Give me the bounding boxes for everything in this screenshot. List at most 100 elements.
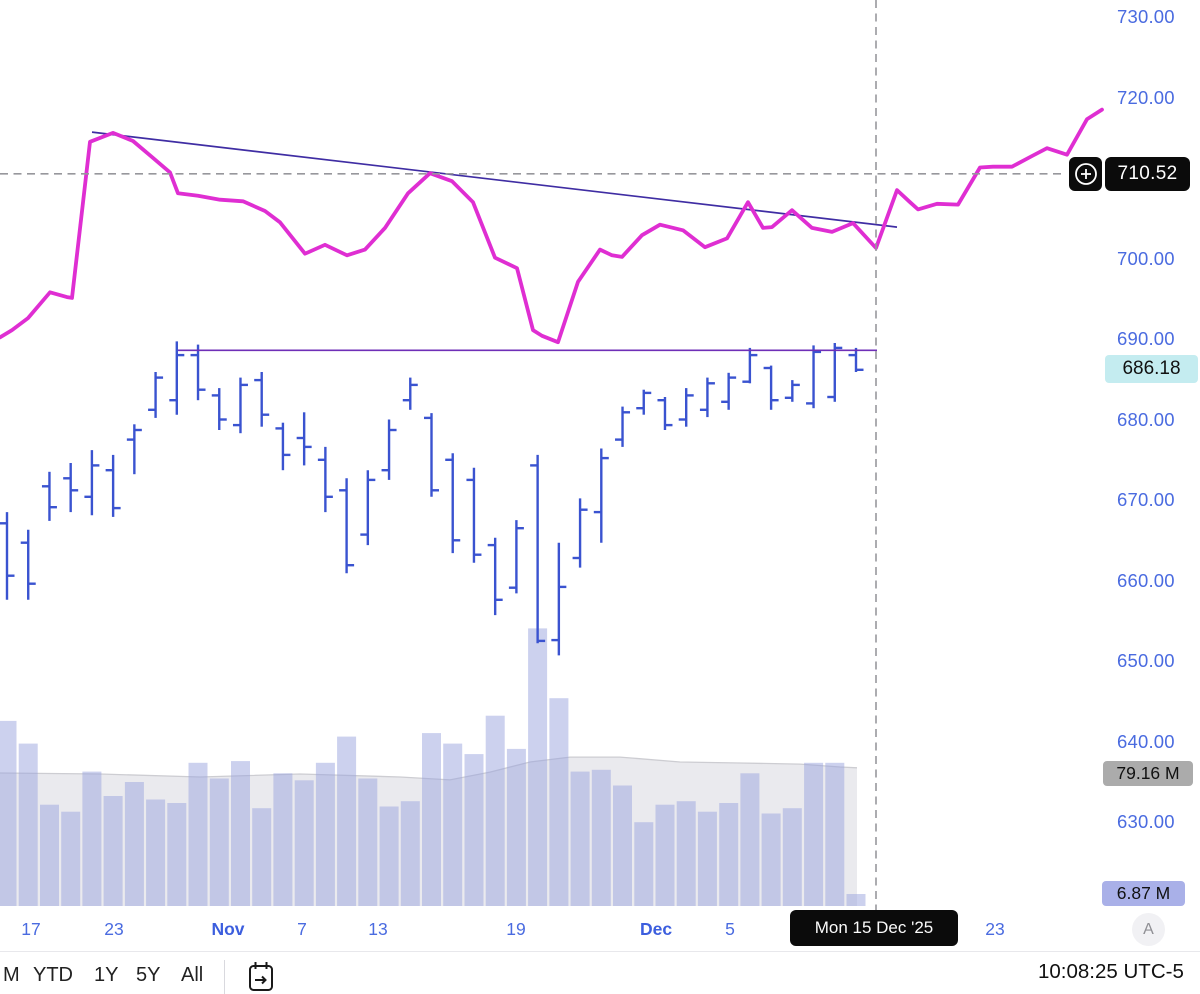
ohlc-bar[interactable] [508, 520, 524, 594]
ohlc-bar[interactable] [445, 453, 461, 554]
crosshair-date-tooltip: Mon 15 Dec '25 [790, 910, 958, 946]
ohlc-bar[interactable] [572, 498, 588, 568]
ohlc-bar[interactable] [0, 512, 15, 600]
crosshair-price-label: 710.52 [1069, 157, 1190, 191]
ohlc-bar[interactable] [615, 406, 631, 447]
volume-bar[interactable] [506, 748, 526, 906]
crosshair-plus-icon[interactable] [1069, 157, 1102, 191]
volume-bar[interactable] [676, 801, 696, 906]
ohlc-bar[interactable] [126, 424, 142, 475]
ohlc-bar[interactable] [530, 454, 546, 644]
volume-bar[interactable] [761, 813, 781, 907]
volume-bar[interactable] [294, 780, 314, 906]
auto-scale-badge[interactable]: A [1132, 913, 1165, 946]
chart-canvas[interactable] [0, 0, 1200, 952]
range-button-m[interactable]: M [3, 964, 20, 986]
volume-bar[interactable] [697, 811, 717, 906]
ohlc-bar[interactable] [317, 446, 333, 513]
volume-bar[interactable] [719, 803, 739, 906]
volume-bar[interactable] [782, 808, 802, 906]
price-axis-label: 660.00 [1117, 569, 1175, 591]
volume-bar[interactable] [528, 628, 548, 906]
volume-bar[interactable] [400, 801, 420, 906]
ohlc-bar[interactable] [105, 454, 121, 517]
ohlc-bar[interactable] [84, 450, 100, 516]
range-button-5y[interactable]: 5Y [136, 964, 161, 986]
volume-bar[interactable] [40, 804, 59, 906]
ohlc-bar[interactable] [148, 372, 164, 418]
ohlc-bar[interactable] [402, 377, 418, 410]
ohlc-bar[interactable] [593, 448, 609, 543]
line-series[interactable] [0, 107, 1104, 345]
date-axis-label: 13 [368, 919, 388, 939]
volume-bar[interactable] [146, 799, 166, 907]
ohlc-bar[interactable] [20, 529, 36, 600]
volume-bar[interactable] [315, 762, 335, 906]
ohlc-bar[interactable] [827, 343, 843, 402]
ohlc-bar[interactable] [657, 397, 673, 430]
volume-bar[interactable] [825, 762, 845, 906]
volume-bar[interactable] [591, 769, 611, 906]
ohlc-bar[interactable] [721, 372, 737, 410]
ohlc-bar[interactable] [339, 478, 355, 574]
volume-bar[interactable] [188, 762, 208, 906]
volume-bar[interactable] [61, 811, 81, 906]
ohlc-bar[interactable] [169, 341, 185, 415]
ohlc-bar[interactable] [699, 377, 715, 418]
volume-bar[interactable] [379, 806, 399, 907]
range-button-1y[interactable]: 1Y [94, 964, 119, 986]
ohlc-bar[interactable] [678, 388, 694, 427]
volume-bar[interactable] [209, 778, 229, 907]
volume-bar[interactable] [485, 715, 505, 906]
volume-bar[interactable] [103, 796, 123, 906]
ohlc-bar[interactable] [296, 412, 312, 466]
trendline-1[interactable] [91, 131, 898, 228]
volume-bar[interactable] [443, 743, 463, 906]
volume-bar[interactable] [613, 785, 632, 907]
volume-bar[interactable] [804, 762, 824, 906]
ohlc-bar[interactable] [848, 347, 864, 372]
volume-bar[interactable] [0, 720, 17, 906]
ohlc-bar[interactable] [784, 380, 800, 402]
ohlc-bar[interactable] [232, 377, 248, 434]
volume-bar[interactable] [634, 822, 654, 906]
ohlc-bar[interactable] [360, 470, 376, 546]
ohlc-bar[interactable] [275, 422, 291, 471]
volume-bar[interactable] [273, 773, 293, 906]
volume-bar[interactable] [655, 804, 675, 906]
ohlc-bar[interactable] [636, 389, 652, 415]
ohlc-bar[interactable] [254, 372, 270, 427]
date-range-icon[interactable] [246, 959, 276, 991]
volume-bar[interactable] [570, 771, 590, 906]
ohlc-bar[interactable] [381, 419, 397, 480]
ohlc-bar[interactable] [551, 542, 567, 656]
ohlc-bar[interactable] [742, 347, 758, 384]
range-button-all[interactable]: All [181, 964, 204, 986]
volume-bar[interactable] [846, 894, 866, 906]
volume-bar[interactable] [464, 754, 484, 906]
volume-bar[interactable] [358, 778, 378, 907]
volume-bar[interactable] [231, 761, 250, 906]
volume-bar[interactable] [740, 773, 760, 906]
range-toolbar: M YTD 1Y 5Y All [0, 959, 1200, 994]
date-axis-label: Nov [211, 919, 245, 939]
ohlc-bar[interactable] [211, 388, 227, 430]
ohlc-bar[interactable] [763, 365, 779, 410]
volume-bar[interactable] [167, 803, 187, 906]
ohlc-bar[interactable] [41, 471, 57, 521]
ohlc-bar[interactable] [63, 463, 79, 513]
volume-bar[interactable] [82, 771, 102, 906]
ohlc-bar[interactable] [487, 537, 503, 616]
volume-bar[interactable] [124, 782, 144, 906]
volume-bar[interactable] [252, 808, 272, 906]
volume-bar[interactable] [337, 736, 357, 906]
ohlc-bar[interactable] [466, 467, 482, 563]
volume-bar[interactable] [422, 733, 441, 906]
volume-bar[interactable] [18, 743, 38, 906]
ohlc-bar[interactable] [806, 345, 822, 409]
ohlc-bar[interactable] [190, 344, 206, 401]
volume-bar[interactable] [549, 698, 569, 906]
ohlc-bar[interactable] [424, 413, 439, 497]
range-button-ytd[interactable]: YTD [33, 964, 73, 986]
